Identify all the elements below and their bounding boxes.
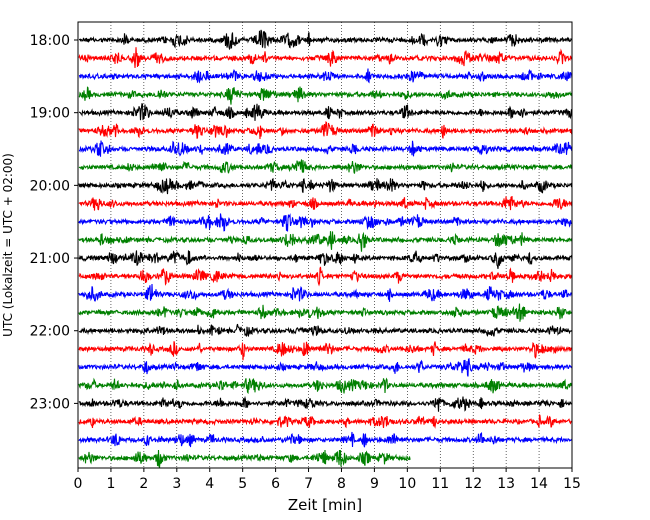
x-tick-label: 7	[304, 476, 313, 492]
y-tick-label: 20:00	[30, 178, 70, 194]
x-tick-label: 4	[205, 476, 214, 492]
x-tick-label: 9	[370, 476, 379, 492]
trace-line	[78, 377, 573, 395]
trace-line	[78, 449, 411, 469]
trace-line	[78, 140, 573, 157]
trace-line	[78, 68, 573, 84]
y-tick-label: 19:00	[30, 106, 70, 122]
trace-line	[78, 231, 573, 252]
x-tick-label: 0	[74, 476, 83, 492]
minute-gridlines	[110, 22, 540, 468]
trace-line	[78, 213, 573, 232]
y-axis-ticks: 18:00 19:00 20:00 21:00 22:00 23:00	[30, 33, 78, 412]
trace-line	[78, 47, 573, 68]
trace-line	[78, 29, 573, 51]
x-tick-label: 5	[238, 476, 247, 492]
x-tick-label: 15	[563, 476, 581, 492]
trace-line	[78, 196, 573, 211]
plot-frame	[77, 21, 573, 469]
seismic-traces	[78, 29, 573, 469]
x-tick-label: 6	[271, 476, 280, 492]
x-tick-label: 11	[431, 476, 449, 492]
x-tick-label: 13	[497, 476, 515, 492]
trace-line	[78, 323, 573, 338]
trace-line	[78, 357, 573, 377]
y-axis-label: UTC (Lokalzeit = UTC + 02:00)	[1, 153, 15, 337]
x-axis-label: Zeit [min]	[288, 496, 362, 514]
trace-line	[78, 121, 573, 139]
y-tick-label: 23:00	[30, 396, 70, 412]
x-tick-label: 10	[398, 476, 416, 492]
trace-line	[78, 303, 573, 322]
x-axis-ticks: 0 1 2 3 4 5 6 7 8 9 10 11 12 13 14 15	[74, 468, 581, 492]
y-tick-label: 18:00	[30, 33, 70, 49]
y-tick-label: 21:00	[30, 251, 70, 267]
trace-line	[78, 341, 573, 361]
trace-line	[78, 414, 573, 429]
x-tick-label: 3	[172, 476, 181, 492]
trace-line	[78, 177, 573, 195]
trace-line	[78, 250, 573, 269]
trace-line	[78, 102, 573, 121]
x-tick-label: 8	[337, 476, 346, 492]
x-tick-label: 14	[530, 476, 548, 492]
trace-line	[78, 266, 573, 287]
trace-line	[78, 395, 573, 412]
trace-line	[78, 159, 573, 174]
x-tick-label: 1	[106, 476, 115, 492]
x-tick-label: 12	[464, 476, 482, 492]
y-tick-label: 22:00	[30, 324, 70, 340]
trace-line	[78, 284, 573, 302]
trace-line	[78, 86, 573, 105]
x-tick-label: 2	[139, 476, 148, 492]
trace-line	[78, 431, 573, 448]
